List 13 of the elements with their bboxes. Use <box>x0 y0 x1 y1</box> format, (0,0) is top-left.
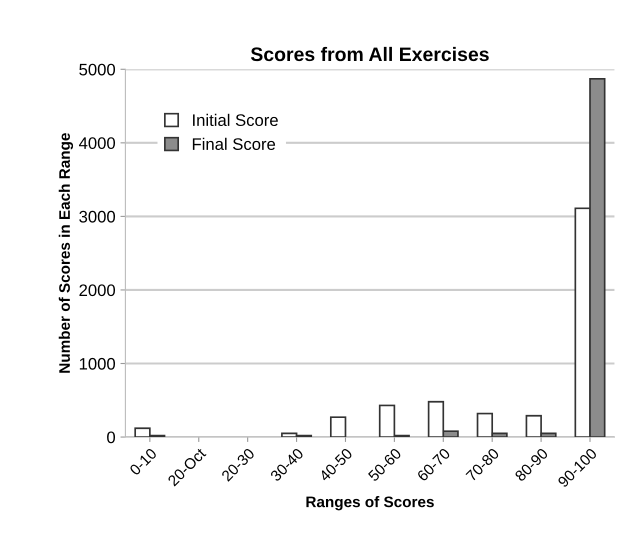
y-axis-title: Number of Scores in Each Range <box>58 133 74 373</box>
y-tick-label: 1000 <box>80 358 116 370</box>
x-axis-title: Ranges of Scores <box>306 496 434 510</box>
bar <box>330 416 346 438</box>
y-tick-label: 0 <box>107 431 116 444</box>
y-tick-label: 4000 <box>78 137 116 150</box>
legend-label: Final Score <box>192 138 276 150</box>
y-tick-label: 3000 <box>79 210 116 223</box>
x-tick-label: 0-10 <box>128 447 158 476</box>
y-tick-label: 5000 <box>79 64 116 76</box>
legend-label: Initial Score <box>193 114 278 126</box>
y-tick-label: 2000 <box>79 284 116 296</box>
chart-title: Scores from All Exercises <box>250 46 489 62</box>
